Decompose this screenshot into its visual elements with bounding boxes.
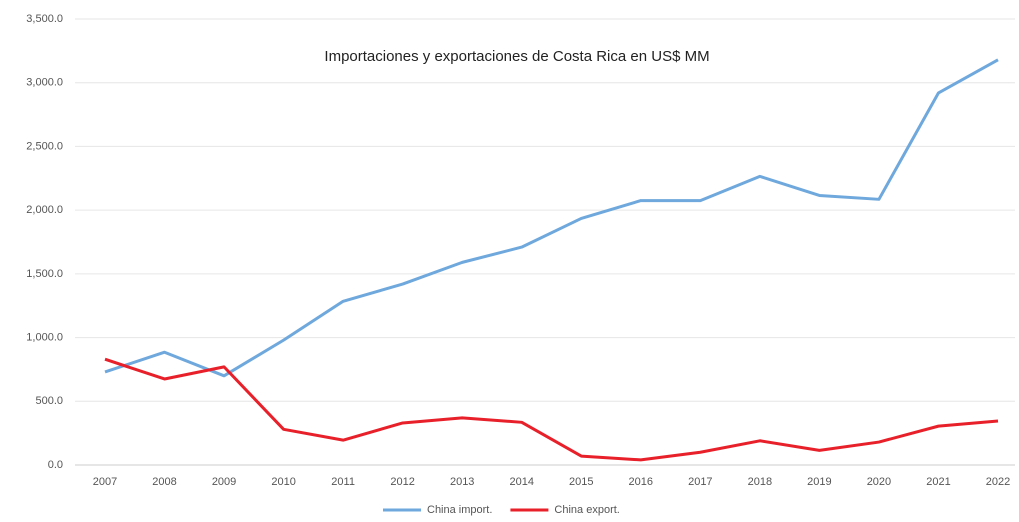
x-tick-label: 2020 (867, 476, 891, 488)
x-tick-label: 2017 (688, 476, 712, 488)
x-tick-label: 2011 (331, 476, 355, 488)
y-tick-label: 2,500.0 (26, 140, 63, 152)
x-tick-label: 2012 (390, 476, 414, 488)
x-tick-label: 2007 (93, 476, 117, 488)
x-tick-label: 2014 (509, 476, 533, 488)
x-tick-label: 2010 (271, 476, 295, 488)
y-tick-label: 500.0 (35, 395, 63, 407)
x-tick-label: 2021 (926, 476, 950, 488)
y-tick-label: 3,000.0 (26, 77, 63, 89)
x-tick-label: 2018 (748, 476, 772, 488)
x-tick-label: 2015 (569, 476, 593, 488)
legend-label: China import. (427, 504, 492, 516)
x-tick-label: 2013 (450, 476, 474, 488)
data-line (104, 58, 999, 378)
legend-label: China export. (554, 504, 619, 516)
y-tick-label: 2,000.0 (26, 204, 63, 216)
y-tick-label: 1,500.0 (26, 268, 63, 280)
x-tick-label: 2022 (986, 476, 1010, 488)
data-line (104, 357, 999, 462)
x-tick-label: 2019 (807, 476, 831, 488)
y-tick-label: 3,500.0 (26, 13, 63, 25)
y-tick-label: 1,000.0 (26, 331, 63, 343)
x-tick-label: 2016 (629, 476, 653, 488)
chart-title: Importaciones y exportaciones de Costa R… (324, 48, 709, 65)
x-tick-label: 2009 (212, 476, 236, 488)
y-tick-label: 0.0 (48, 459, 63, 471)
x-tick-label: 2008 (152, 476, 176, 488)
